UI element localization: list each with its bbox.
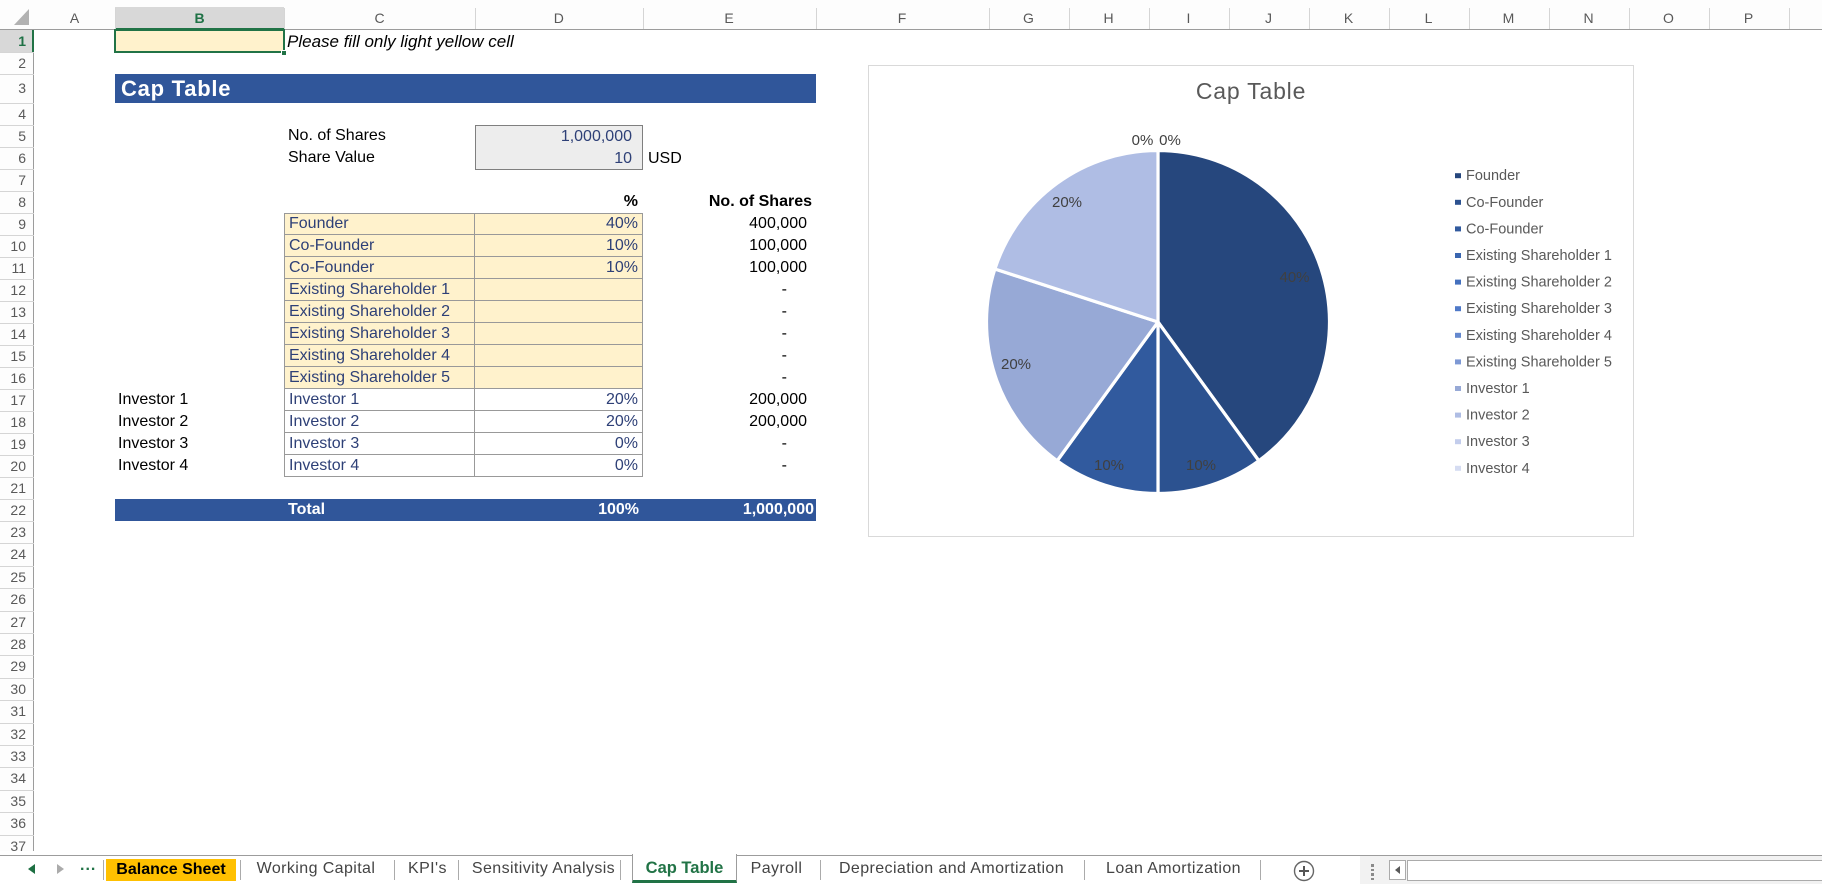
svg-text:Existing Shareholder 3: Existing Shareholder 3: [1466, 301, 1612, 317]
svg-text:20%: 20%: [1052, 194, 1082, 211]
svg-text:Co-Founder: Co-Founder: [1466, 221, 1544, 237]
svg-text:Investor 3: Investor 3: [1466, 434, 1530, 450]
svg-text:Existing Shareholder 4: Existing Shareholder 4: [1466, 328, 1612, 344]
svg-text:40%: 40%: [1279, 269, 1309, 286]
svg-text:10%: 10%: [1186, 457, 1216, 474]
svg-text:Investor 4: Investor 4: [1466, 461, 1530, 477]
svg-text:Co-Founder: Co-Founder: [1466, 195, 1544, 211]
svg-text:Investor 1: Investor 1: [1466, 381, 1530, 397]
svg-text:Cap Table: Cap Table: [1196, 78, 1306, 104]
svg-text:Founder: Founder: [1466, 168, 1520, 184]
svg-text:20%: 20%: [1001, 356, 1031, 373]
svg-text:Existing Shareholder 5: Existing Shareholder 5: [1466, 354, 1612, 370]
svg-text:Existing Shareholder 1: Existing Shareholder 1: [1466, 248, 1612, 264]
svg-text:Investor 2: Investor 2: [1466, 408, 1530, 424]
svg-text:Existing Shareholder 2: Existing Shareholder 2: [1466, 275, 1612, 291]
svg-text:10%: 10%: [1094, 457, 1124, 474]
svg-text:0%: 0%: [1159, 132, 1181, 149]
svg-text:0%: 0%: [1132, 132, 1154, 149]
